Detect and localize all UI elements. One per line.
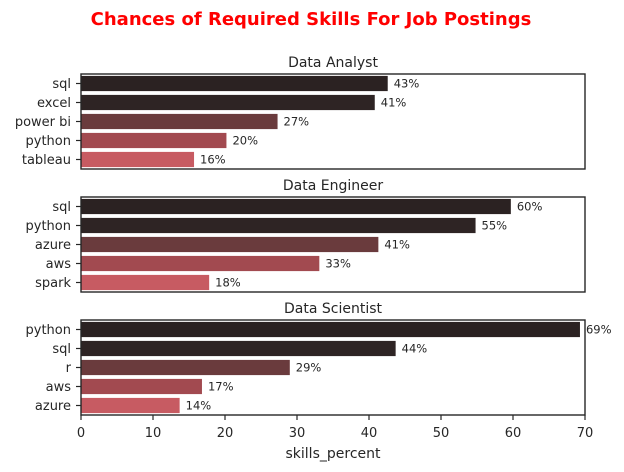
data-label: 41%: [381, 96, 407, 110]
bar: [81, 132, 227, 149]
data-label: 18%: [215, 276, 241, 290]
bar: [81, 151, 195, 168]
data-label: 27%: [284, 115, 310, 129]
data-label: 14%: [186, 399, 212, 413]
data-label: 43%: [394, 77, 420, 91]
axes-frame: [80, 73, 586, 170]
figure-title: Chances of Required Skills For Job Posti…: [91, 9, 532, 30]
bar: [81, 113, 278, 130]
data-label: 69%: [586, 323, 612, 337]
bar: [81, 217, 476, 234]
panel-0: Data Analyst sql 43% excel 41% power bi 27% pyt…: [15, 55, 586, 170]
data-label: 29%: [296, 361, 322, 375]
bar: [81, 75, 388, 92]
y-tick-label: python: [26, 219, 71, 234]
y-tick-label: azure: [35, 399, 71, 414]
y-tick-label: aws: [46, 380, 72, 395]
bar: [81, 198, 511, 215]
axes-frame: [80, 196, 586, 293]
y-tick-label: aws: [46, 257, 72, 272]
data-label: 17%: [208, 380, 234, 394]
data-label: 33%: [325, 257, 351, 271]
x-tick-label: 40: [361, 426, 378, 441]
x-tick-label: 20: [217, 426, 234, 441]
y-tick-label: power bi: [15, 115, 71, 130]
bar: [81, 321, 580, 338]
data-label: 55%: [482, 219, 508, 233]
y-tick-label: python: [26, 134, 71, 149]
data-label: 20%: [232, 134, 258, 148]
bar: [81, 378, 202, 395]
bar: [81, 274, 210, 291]
bar: [81, 236, 379, 253]
y-tick-label: azure: [35, 238, 71, 253]
x-tick-label: 10: [145, 426, 162, 441]
bar: [81, 340, 396, 357]
panel-2: Data Scientist python 69% sql 44% r 29% aws 17% a…: [26, 301, 612, 462]
x-tick-label: 70: [577, 426, 594, 441]
x-tick-label: 50: [433, 426, 450, 441]
y-tick-label: tableau: [22, 153, 71, 168]
y-tick-label: sql: [52, 342, 71, 357]
bar: [81, 397, 180, 414]
y-tick-label: r: [66, 361, 72, 376]
y-tick-label: sql: [52, 77, 71, 92]
panel-1: Data Engineer sql 60% python 55% azure 41% aws 3…: [26, 178, 586, 293]
panels: Data Analyst sql 43% excel 41% power bi 27% pyt…: [15, 55, 612, 462]
x-tick-label: 0: [77, 426, 85, 441]
y-tick-label: excel: [37, 96, 71, 111]
x-tick-label: 60: [505, 426, 522, 441]
bar: [81, 94, 375, 111]
panel-title: Data Engineer: [283, 178, 383, 194]
data-label: 41%: [384, 238, 410, 252]
y-tick-label: spark: [35, 276, 71, 291]
axes-frame: [80, 319, 586, 416]
bar: [81, 255, 320, 272]
data-label: 60%: [517, 200, 543, 214]
data-label: 44%: [402, 342, 428, 356]
bar: [81, 359, 290, 376]
y-tick-label: sql: [52, 200, 71, 215]
x-tick-label: 30: [289, 426, 306, 441]
panel-title: Data Analyst: [288, 55, 378, 71]
panel-title: Data Scientist: [284, 301, 383, 317]
data-label: 16%: [200, 153, 226, 167]
x-axis-label: skills_percent: [286, 446, 381, 462]
y-tick-label: python: [26, 323, 71, 338]
